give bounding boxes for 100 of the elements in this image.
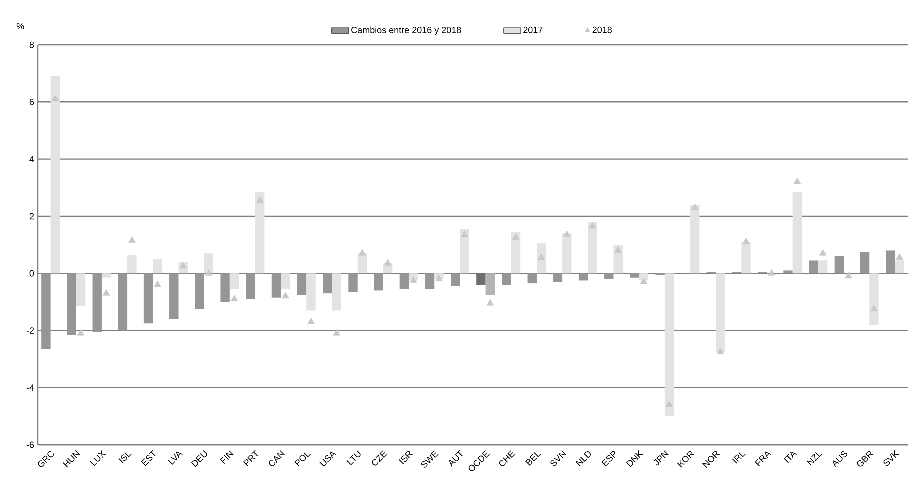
- point: [512, 234, 520, 240]
- x-tick-label: FRA: [755, 452, 772, 467]
- point: [52, 95, 60, 102]
- bar: [348, 274, 358, 292]
- point: [180, 262, 188, 269]
- point: [666, 400, 674, 408]
- bar: [690, 205, 700, 274]
- bar: [784, 270, 793, 274]
- legend-label: 2018: [592, 26, 612, 34]
- bar: [870, 274, 879, 326]
- point: [538, 254, 546, 260]
- point: [102, 289, 110, 296]
- bar: [246, 274, 256, 300]
- point: [870, 305, 878, 312]
- bar: [67, 274, 76, 335]
- bar: [306, 274, 316, 311]
- point: [564, 230, 571, 238]
- bar: [630, 274, 640, 278]
- bar: [502, 274, 512, 286]
- bar: [50, 76, 60, 274]
- y-tick-label: 0: [30, 270, 34, 277]
- point: [768, 269, 776, 276]
- point: [589, 222, 596, 229]
- bar: [400, 274, 410, 290]
- bar: [128, 255, 137, 274]
- bar: [460, 229, 470, 274]
- bar: [195, 274, 204, 310]
- point: [819, 249, 827, 256]
- point: [486, 299, 494, 306]
- point: [154, 280, 162, 288]
- y-tick-label: 6: [30, 98, 34, 106]
- point: [333, 329, 341, 336]
- bar: [256, 192, 265, 274]
- bar: [332, 274, 342, 311]
- bar: [562, 234, 572, 274]
- y-tick-label: -4: [26, 384, 34, 391]
- bar: [818, 260, 828, 274]
- x-tick-label: NLD: [576, 451, 592, 467]
- point: [742, 238, 750, 244]
- bar: [204, 254, 214, 274]
- bar: [144, 274, 154, 324]
- y-tick-label: 8: [30, 42, 34, 48]
- bar: [476, 274, 486, 286]
- bar: [76, 274, 86, 306]
- x-tick-label: ISL: [118, 452, 132, 464]
- bar: [716, 274, 726, 352]
- bar: [230, 274, 240, 290]
- x-tick-label: POL: [294, 452, 311, 467]
- bar: [374, 274, 384, 291]
- bar: [102, 274, 112, 278]
- point: [256, 196, 264, 203]
- point: [308, 318, 315, 324]
- bar: [834, 256, 844, 274]
- y-tick-label: -6: [26, 442, 34, 448]
- bar: [281, 274, 290, 290]
- x-tick-label: LTU: [346, 450, 361, 466]
- bar: [578, 274, 588, 281]
- bar: [511, 232, 521, 274]
- bar: [588, 222, 598, 274]
- x-tick-label: LVA: [168, 452, 184, 465]
- point: [461, 230, 468, 238]
- bar: [809, 260, 818, 274]
- point: [794, 178, 802, 184]
- point: [410, 276, 418, 283]
- legend-label: 2017: [524, 26, 543, 34]
- bar: [895, 260, 904, 274]
- y-tick-label: 4: [30, 156, 34, 162]
- point: [358, 249, 366, 256]
- x-tick-label: BEL: [525, 452, 542, 466]
- bar: [536, 244, 546, 274]
- bar: [42, 274, 51, 350]
- point: [384, 259, 392, 266]
- bar: [170, 274, 179, 320]
- bar: [272, 274, 282, 298]
- point: [640, 278, 648, 284]
- bar: [486, 274, 496, 295]
- point: [282, 292, 290, 299]
- bar: [323, 274, 332, 294]
- y-axis-title: %: [16, 23, 24, 30]
- y-tick-label: 2: [30, 213, 34, 220]
- point: [717, 348, 724, 354]
- bar: [553, 274, 563, 282]
- x-tick-label: ISR: [399, 451, 414, 464]
- bar: [220, 274, 230, 302]
- point: [230, 295, 238, 302]
- x-tick-label: ITA: [784, 452, 798, 464]
- bar: [886, 250, 896, 274]
- point: [77, 329, 85, 336]
- bar: [742, 242, 751, 274]
- x-tick-label: IRL: [732, 452, 746, 464]
- bar: [118, 274, 128, 331]
- bar: [604, 274, 614, 280]
- point: [896, 254, 904, 260]
- legend-label: Cambios entre 2016 y 2018: [352, 26, 462, 36]
- x-tick-label: NZL: [806, 452, 823, 466]
- y-tick-label: -2: [26, 328, 34, 334]
- bar: [92, 274, 102, 332]
- x-tick-label: FIN: [220, 450, 234, 464]
- bar: [664, 274, 674, 416]
- bar: [153, 259, 162, 274]
